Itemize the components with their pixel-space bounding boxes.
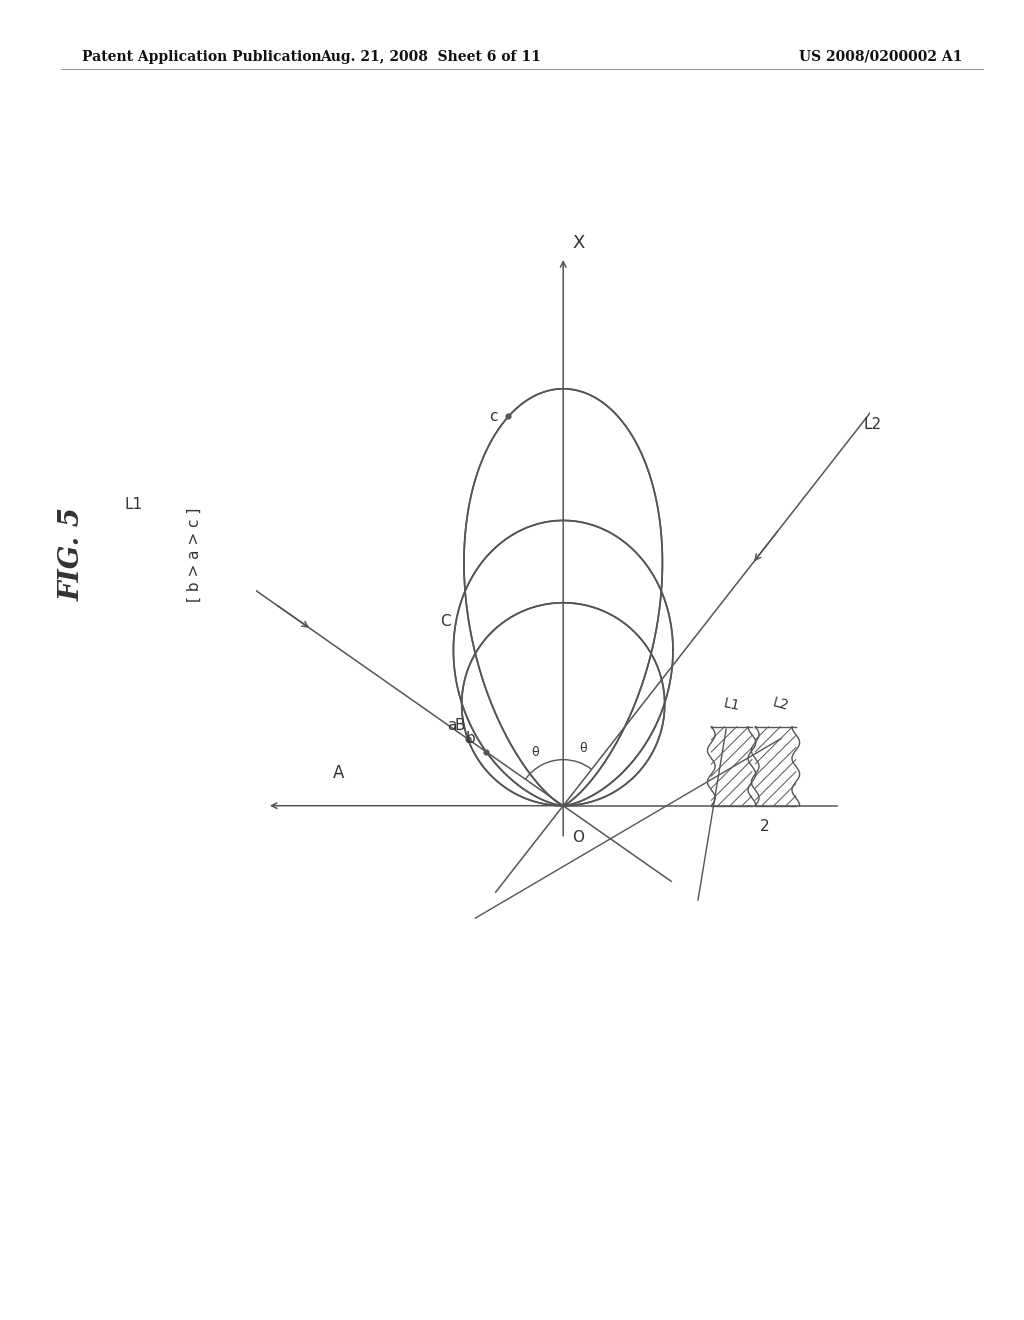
Text: L2: L2: [771, 696, 791, 714]
Text: θ: θ: [531, 746, 540, 759]
Text: US 2008/0200002 A1: US 2008/0200002 A1: [799, 50, 963, 63]
Text: B: B: [455, 718, 465, 734]
Text: 2: 2: [760, 818, 769, 834]
Text: c: c: [489, 409, 498, 424]
Text: θ: θ: [579, 742, 587, 755]
Text: X: X: [572, 234, 585, 252]
Text: L1: L1: [124, 496, 142, 512]
Text: L2: L2: [863, 417, 882, 432]
Text: a: a: [447, 718, 457, 734]
Text: b: b: [466, 731, 475, 746]
Text: [ b > a > c ]: [ b > a > c ]: [187, 507, 202, 602]
Text: C: C: [440, 614, 451, 628]
Text: A: A: [333, 764, 344, 781]
Text: L1: L1: [722, 697, 741, 714]
Text: Patent Application Publication: Patent Application Publication: [82, 50, 322, 63]
Text: Aug. 21, 2008  Sheet 6 of 11: Aug. 21, 2008 Sheet 6 of 11: [319, 50, 541, 63]
Text: FIG. 5: FIG. 5: [58, 507, 85, 602]
Text: O: O: [572, 830, 584, 845]
